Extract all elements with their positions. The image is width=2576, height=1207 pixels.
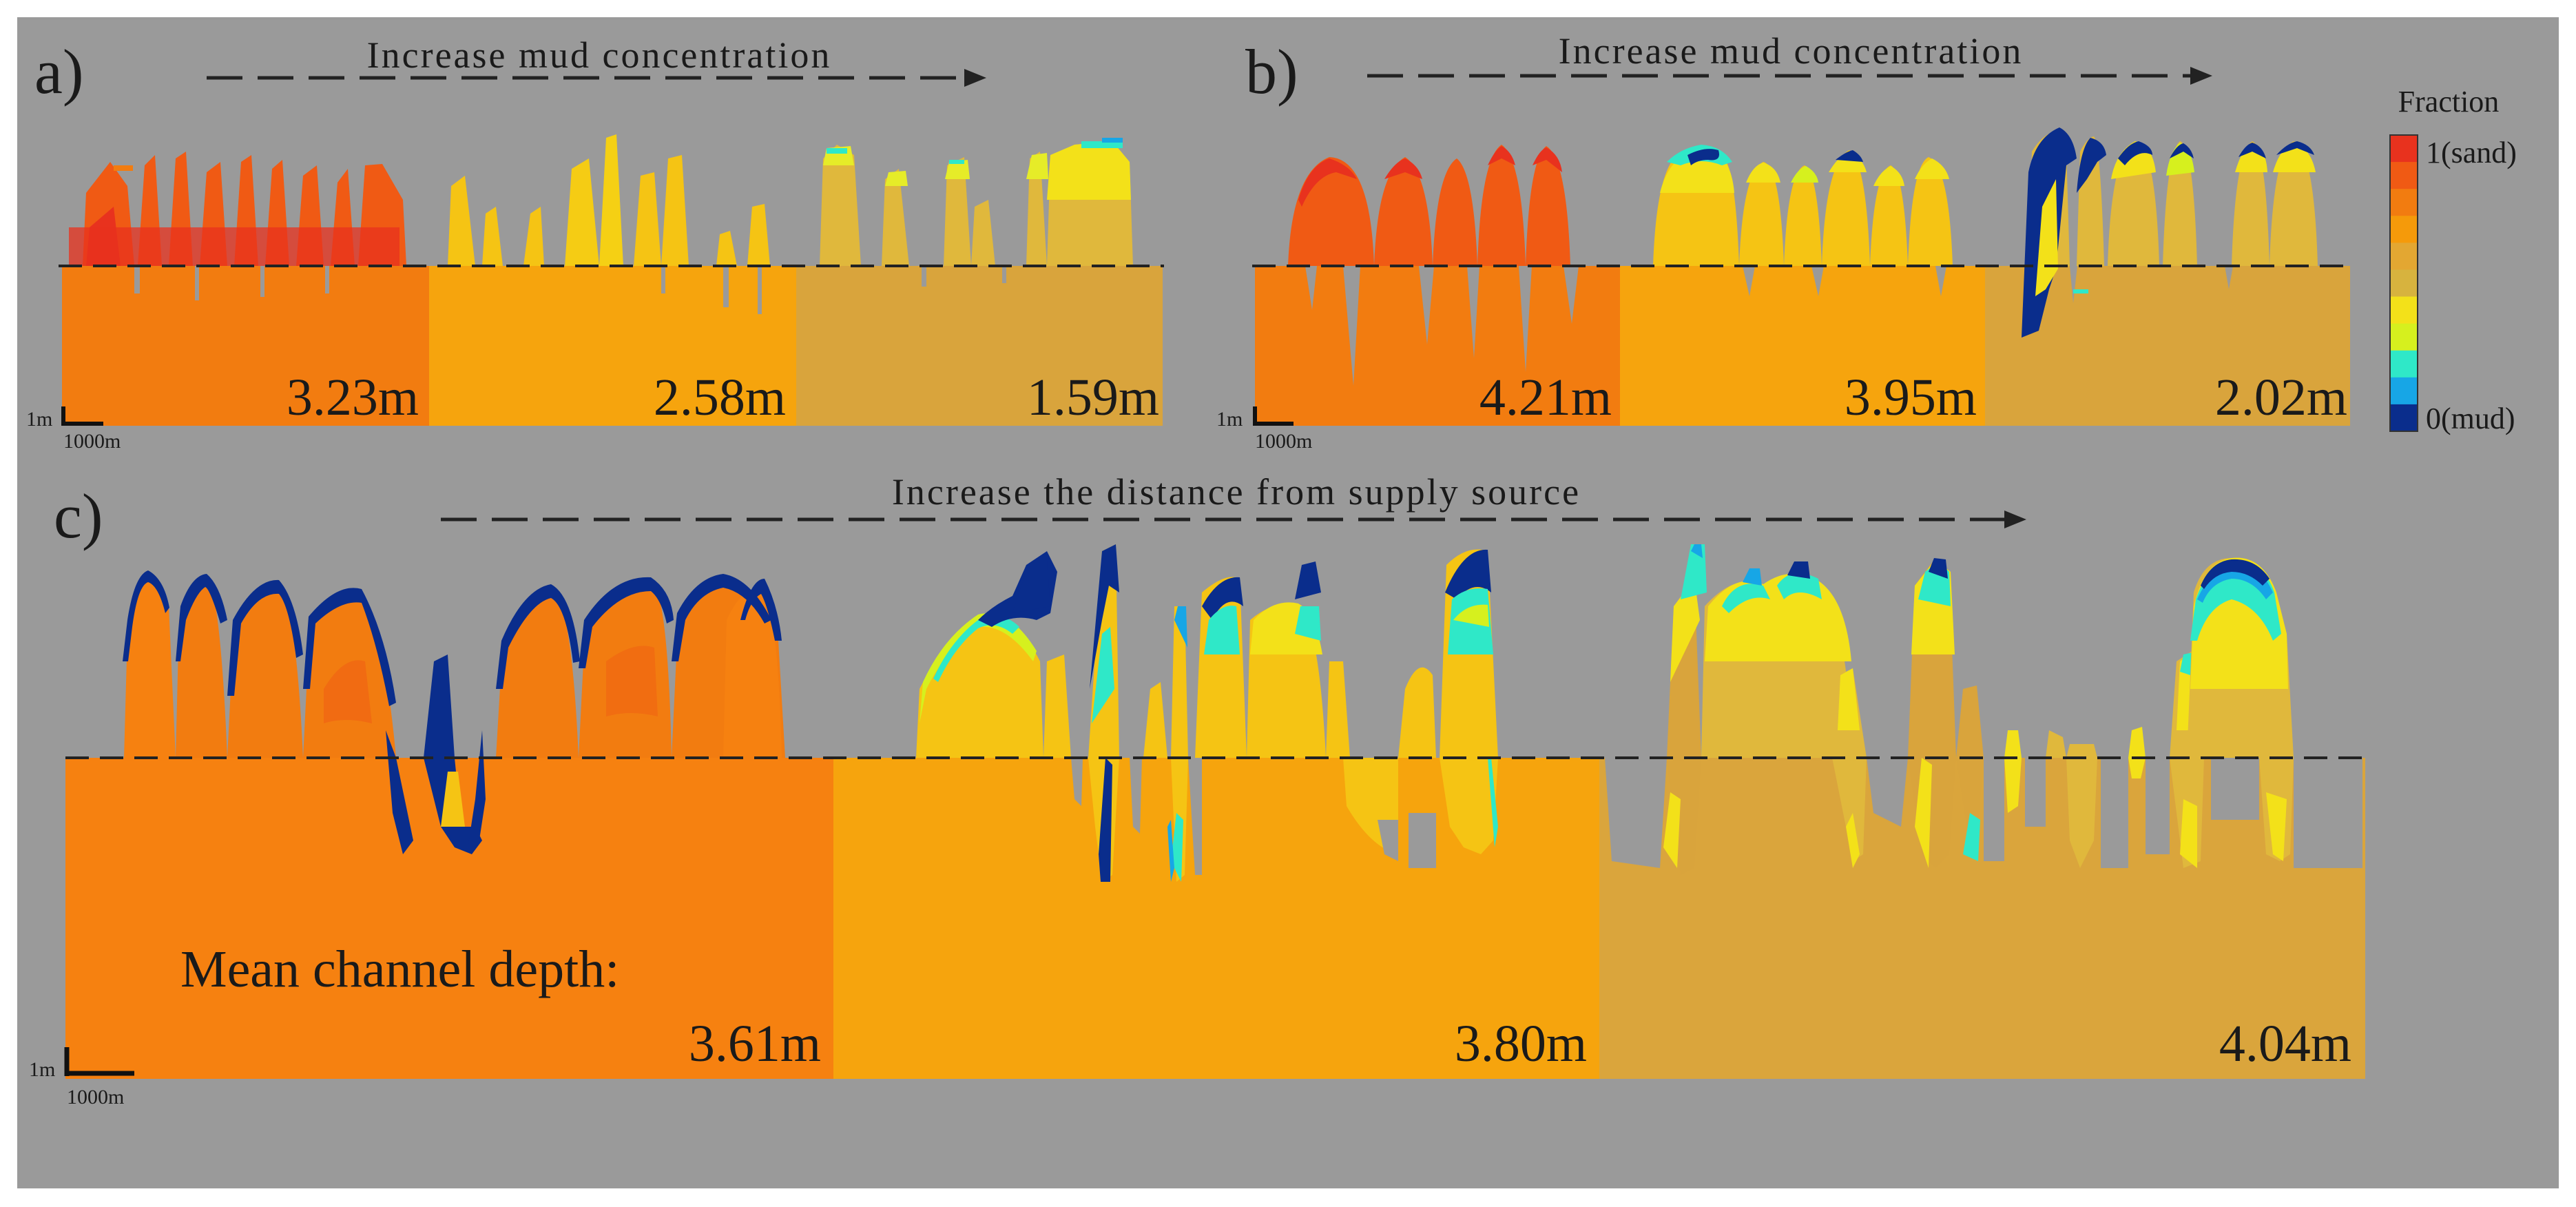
panel-b: b) Increase mud concentration — [1216, 30, 2351, 453]
panel-a-block-1-channels — [69, 152, 406, 300]
legend-swatch — [2390, 269, 2418, 298]
panel-b-block-2-channels — [1653, 145, 1953, 296]
panel-c-block-2-channels — [916, 544, 1498, 882]
legend-swatch — [2390, 162, 2418, 189]
panel-c-depth-2: 3.80m — [1455, 1015, 1587, 1073]
panel-c-depth-3: 4.04m — [2219, 1015, 2351, 1073]
panel-b-arrow — [1367, 67, 2212, 85]
legend: Fraction 1(sand) 0(mud) — [2389, 85, 2517, 435]
panel-a-block-2-base — [429, 266, 796, 426]
legend-swatch — [2390, 189, 2418, 216]
panel-b-arrow-text: Increase mud concentration — [1559, 30, 2024, 72]
panel-b-depth-3: 2.02m — [2215, 369, 2347, 426]
panel-b-scale-horizontal: 1000m — [1255, 430, 1312, 453]
panel-b-scale-bar — [1253, 406, 1294, 426]
panel-a-arrow — [207, 69, 986, 87]
panel-c-block-1-channels — [123, 570, 785, 854]
panel-c-scale-vertical: 1m — [29, 1058, 55, 1081]
legend-swatch — [2390, 216, 2418, 243]
panel-b-block-3-channels — [2022, 127, 2318, 338]
legend-title: Fraction — [2398, 85, 2500, 118]
panel-a-depth-2: 2.58m — [654, 369, 786, 426]
panel-c: c) Increase the distance from supply sou… — [29, 471, 2365, 1108]
panel-b-label: b) — [1245, 37, 1298, 107]
panel-a-block-1-base — [62, 266, 429, 426]
panel-a-scale-vertical: 1m — [26, 408, 52, 431]
panel-a-label: a) — [34, 37, 83, 107]
panel-c-arrow-text: Increase the distance from supply source — [892, 471, 1581, 513]
legend-swatch — [2390, 323, 2418, 351]
panel-c-mean-label: Mean channel depth: — [180, 940, 619, 998]
panel-a: a) Increase mud concentration — [26, 34, 1164, 453]
panel-a-depth-1: 3.23m — [287, 369, 419, 426]
panel-b-depth-1: 4.21m — [1479, 369, 1612, 426]
panel-a-block-3-base — [796, 266, 1163, 426]
panel-b-block-1-channels — [1288, 145, 1579, 386]
panel-c-label: c) — [54, 481, 103, 551]
panel-c-scale-bar — [64, 1047, 134, 1076]
legend-swatch — [2390, 350, 2418, 378]
panel-c-depth-1: 3.61m — [689, 1015, 821, 1073]
panel-a-scale-horizontal: 1000m — [63, 430, 121, 453]
legend-bottom-label: 0(mud) — [2426, 402, 2515, 435]
legend-swatch — [2390, 243, 2418, 271]
legend-colorbar — [2389, 134, 2418, 432]
legend-swatch — [2390, 296, 2418, 324]
panel-b-block-1-base — [1255, 266, 1620, 426]
panel-a-block-2-channels — [448, 134, 770, 314]
legend-colorbar-border — [2389, 134, 2418, 432]
legend-swatch — [2390, 377, 2418, 405]
panel-c-scale-horizontal: 1000m — [67, 1086, 124, 1108]
panel-b-block-2-base — [1620, 266, 1985, 426]
panel-a-depth-3: 1.59m — [1027, 369, 1159, 426]
panel-a-block-3-channels — [820, 138, 1133, 287]
legend-swatch — [2390, 404, 2418, 432]
panel-a-scale-bar — [61, 406, 103, 426]
panel-c-block-3-channels — [1605, 544, 2362, 875]
legend-swatch — [2390, 135, 2418, 163]
panel-b-scale-vertical: 1m — [1216, 408, 1243, 431]
panel-b-depth-2: 3.95m — [1845, 369, 1977, 426]
panel-a-arrow-text: Increase mud concentration — [367, 34, 832, 76]
legend-top-label: 1(sand) — [2426, 136, 2517, 169]
panel-c-arrow — [441, 510, 2026, 528]
